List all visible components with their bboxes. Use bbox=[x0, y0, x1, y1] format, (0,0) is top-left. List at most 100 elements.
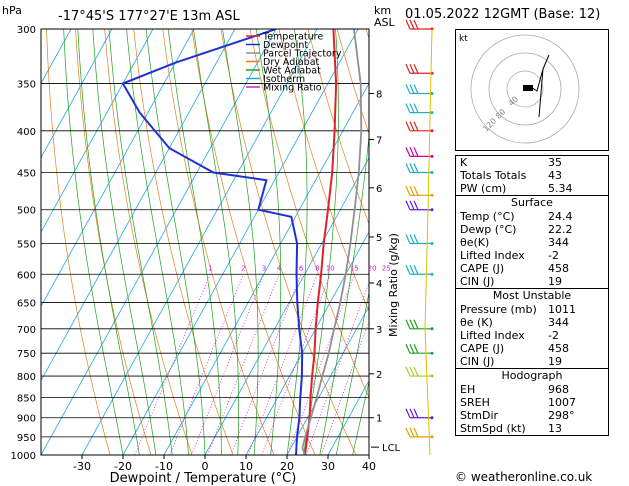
table-row: θe (K) 344 bbox=[456, 316, 608, 329]
wind-barb-feather bbox=[409, 163, 415, 173]
wind-barb-feather bbox=[405, 163, 411, 173]
table-row: CIN (J) 19 bbox=[456, 275, 608, 288]
wind-barb bbox=[405, 408, 434, 420]
legend-entry: Temperature bbox=[262, 32, 323, 43]
table-row-value: 43 bbox=[548, 169, 562, 182]
table-row: Totals Totals 43 bbox=[456, 169, 608, 182]
wind-barb-feather bbox=[413, 265, 419, 275]
mixing-ratio-tick-label: 1 bbox=[208, 264, 212, 272]
wind-barb-feather bbox=[409, 186, 415, 196]
wind-barb-dot bbox=[430, 327, 434, 331]
footer-copyright: © weatheronline.co.uk bbox=[455, 470, 593, 484]
wet-adiabat-line bbox=[145, 29, 206, 455]
wind-barb-feather bbox=[413, 186, 419, 196]
dry-adiabat-line bbox=[133, 29, 234, 455]
wind-barb-feather bbox=[409, 265, 415, 275]
mixing-ratio-tick-label: 3 bbox=[262, 264, 266, 272]
x-axis-title: Dewpoint / Temperature (°C) bbox=[110, 471, 297, 486]
legend-entry: Dewpoint bbox=[263, 40, 308, 51]
wind-barb-feather bbox=[413, 319, 419, 330]
pressure-tick-label: 300 bbox=[17, 25, 36, 36]
km-tick-label: 3 bbox=[376, 325, 382, 336]
table-row-value: 458 bbox=[548, 342, 569, 355]
km-tick-label: 4 bbox=[376, 279, 382, 290]
series-parcel-trajectory bbox=[301, 29, 363, 455]
table-row-label: Pressure (mb) bbox=[460, 303, 537, 316]
table-row-value: 1011 bbox=[548, 303, 576, 316]
pressure-tick-label: 700 bbox=[17, 325, 36, 336]
mixing-ratio-line bbox=[207, 274, 280, 455]
x-tick-label: 30 bbox=[321, 460, 335, 473]
wind-barb-feather bbox=[413, 64, 419, 74]
wind-barb-feather bbox=[405, 64, 411, 74]
isotherm-line bbox=[204, 156, 369, 455]
km-tick-label: 8 bbox=[376, 90, 382, 101]
dry-adiabat-line bbox=[307, 29, 369, 225]
wind-barb-dot bbox=[430, 272, 434, 276]
wind-barb-feather bbox=[405, 121, 411, 132]
table-row-value: 344 bbox=[548, 236, 569, 249]
hodograph-unit-label: kt bbox=[459, 34, 468, 44]
indices-table: K 35 Totals Totals 43 PW (cm) 5.34 Surface Tem… bbox=[455, 155, 609, 436]
wind-barb-feather bbox=[405, 186, 411, 196]
table-row-value: -2 bbox=[548, 249, 559, 262]
wind-barb-feather bbox=[405, 265, 411, 275]
wet-adiabat-line bbox=[77, 29, 140, 455]
wind-barb-feather bbox=[405, 84, 411, 94]
wind-barb bbox=[405, 319, 434, 331]
wind-barb bbox=[405, 343, 434, 355]
table-row: Lifted Index -2 bbox=[456, 249, 608, 262]
table-row: SREH 1007 bbox=[456, 396, 608, 409]
table-row-label: Dewp (°C) bbox=[460, 223, 517, 236]
wet-adiabat-line bbox=[167, 29, 222, 455]
wind-barb-dot bbox=[430, 351, 434, 355]
wind-barb-dot bbox=[430, 111, 434, 115]
mixing-ratio-tick-label: 15 bbox=[350, 264, 359, 272]
x-tick-label: 40 bbox=[362, 460, 376, 473]
table-row-value: 13 bbox=[548, 422, 562, 435]
x-tick-label: -10 bbox=[155, 460, 173, 473]
table-row-label: CIN (J) bbox=[460, 355, 495, 368]
wind-barb bbox=[405, 103, 434, 115]
lcl-label: LCL bbox=[382, 443, 401, 454]
x-tick-label: -30 bbox=[73, 460, 91, 473]
table-row-value: 19 bbox=[548, 275, 562, 288]
table-row: θe(K) 344 bbox=[456, 236, 608, 249]
wind-barb bbox=[405, 427, 434, 439]
wind-barb bbox=[405, 366, 434, 378]
pressure-tick-label: 550 bbox=[17, 239, 36, 250]
wind-barb bbox=[405, 186, 434, 197]
wind-barb-feather bbox=[405, 343, 411, 354]
isotherm-line bbox=[41, 29, 113, 159]
series-dewpoint bbox=[121, 29, 304, 455]
pressure-tick-label: 800 bbox=[17, 372, 36, 383]
table-row-value: 5.34 bbox=[548, 182, 573, 195]
wind-barb-feather bbox=[405, 200, 411, 210]
table-row: PW (cm) 5.34 bbox=[456, 182, 608, 195]
table-row: Dewp (°C) 22.2 bbox=[456, 223, 608, 236]
wind-barb-feather bbox=[413, 234, 419, 244]
km-tick-label: 5 bbox=[376, 233, 382, 244]
x-tick-label: 20 bbox=[280, 460, 294, 473]
wind-barb-feather bbox=[413, 121, 419, 132]
table-row-value: 298° bbox=[548, 409, 575, 422]
table-row-label: CAPE (J) bbox=[460, 262, 505, 275]
wind-barb-feather bbox=[409, 200, 415, 210]
wind-barb-feather bbox=[409, 84, 415, 94]
wet-adiabat-line bbox=[63, 29, 124, 455]
dry-adiabat-line bbox=[75, 29, 152, 455]
wind-barb-feather bbox=[405, 234, 411, 244]
asl-unit-label: ASL bbox=[374, 16, 396, 29]
wind-barb-feather bbox=[405, 103, 411, 113]
table-row: Pressure (mb) 1011 bbox=[456, 303, 608, 316]
isotherm-line bbox=[327, 379, 369, 455]
table-row-label: Lifted Index bbox=[460, 329, 525, 342]
mixing-ratio-tick-label: 25 bbox=[382, 264, 391, 272]
mixing-ratio-line bbox=[169, 274, 244, 455]
pressure-tick-label: 750 bbox=[17, 349, 36, 360]
table-row-value: 344 bbox=[548, 316, 569, 329]
table-row-label: K bbox=[460, 156, 468, 169]
table-row: Lifted Index -2 bbox=[456, 329, 608, 342]
hodograph-ring bbox=[470, 34, 580, 144]
